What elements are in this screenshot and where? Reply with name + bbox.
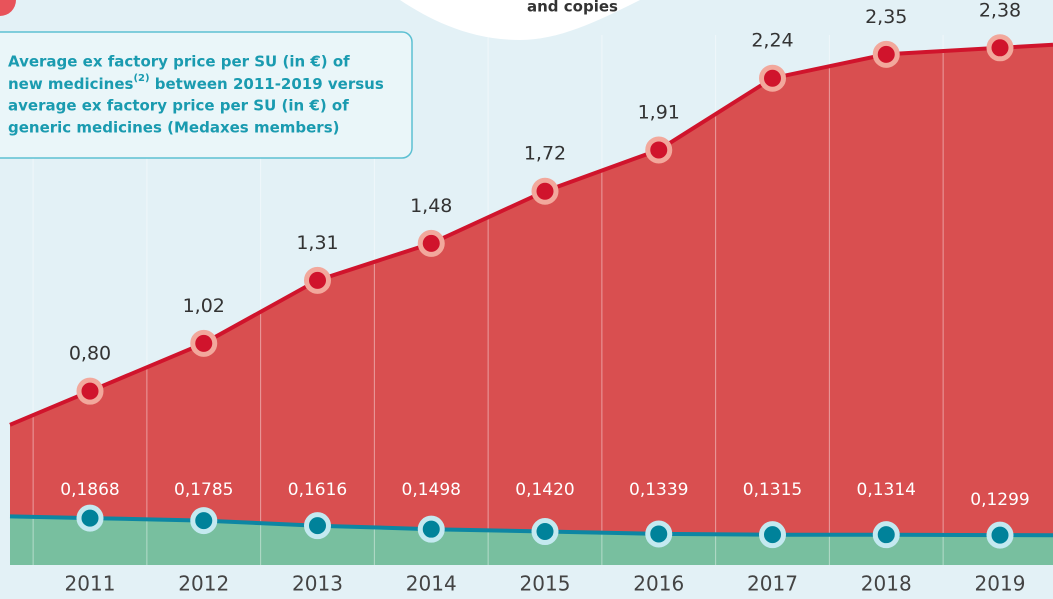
annotation-box — [0, 31, 413, 159]
value-label: 0,80 — [69, 343, 111, 365]
point — [872, 521, 900, 549]
value-label: 0,1498 — [402, 480, 461, 500]
value-label: 0,1314 — [857, 480, 916, 500]
point — [76, 504, 104, 532]
point — [645, 520, 673, 548]
x-tick-label: 2018 — [861, 572, 912, 596]
value-label: 0,1299 — [970, 490, 1029, 510]
point — [76, 377, 104, 405]
plot: 0,80 1,02 1,31 1,48 1,72 1,91 2,24 2,35 2,38 0,18… — [9, 0, 1053, 596]
point — [417, 229, 445, 257]
annotation-line: new medicines(2) between 2011-2019 versu… — [8, 73, 384, 93]
x-tick-label: 2016 — [633, 572, 684, 596]
x-tick-label: 2017 — [747, 572, 798, 596]
value-label: 0,1420 — [515, 480, 574, 500]
x-tick-label: 2012 — [178, 572, 229, 596]
decor-dot — [0, 0, 16, 16]
value-label: 1,31 — [296, 232, 338, 254]
value-label: 2,24 — [751, 30, 793, 52]
point — [531, 518, 559, 546]
point — [986, 34, 1014, 62]
value-label: 1,72 — [524, 143, 566, 165]
x-tick-label: 2013 — [292, 572, 343, 596]
annotation-text: between 2011-2019 versus — [150, 75, 384, 93]
subtitle: and copies — [527, 0, 618, 16]
value-label: 1,48 — [410, 195, 452, 217]
value-label: 0,1868 — [60, 480, 119, 500]
annotation-line: average ex factory price per SU (in €) o… — [8, 97, 349, 115]
annotation-line: Average ex factory price per SU (in €) o… — [8, 53, 350, 71]
x-tick-label: 2011 — [65, 572, 116, 596]
point — [986, 521, 1014, 549]
area — [10, 516, 1053, 565]
value-label: 1,02 — [183, 295, 225, 317]
x-tick-label: 2015 — [520, 572, 571, 596]
point — [872, 40, 900, 68]
value-label: 1,91 — [638, 101, 680, 123]
value-label: 0,1339 — [629, 480, 688, 500]
point — [759, 64, 786, 92]
point — [759, 521, 786, 549]
value-label: 0,1315 — [743, 480, 802, 500]
decor-shape — [400, 0, 640, 40]
area — [10, 44, 1053, 566]
annotation-line: generic medicines (Medaxes members) — [8, 119, 339, 137]
point — [304, 266, 331, 294]
x-tick-label: 2014 — [406, 572, 457, 596]
value-label: 2,38 — [979, 0, 1021, 21]
point — [645, 136, 673, 164]
point — [531, 177, 559, 205]
value-label: 0,1616 — [288, 480, 347, 500]
value-label: 0,1785 — [174, 480, 233, 500]
point — [190, 329, 218, 357]
point — [304, 512, 331, 540]
value-label: 2,35 — [865, 6, 907, 28]
point — [417, 515, 445, 543]
annotation-text: new medicines — [8, 75, 133, 93]
x-tick-label: 2019 — [975, 572, 1026, 596]
annotation-sup: (2) — [133, 73, 149, 84]
point — [190, 507, 218, 535]
